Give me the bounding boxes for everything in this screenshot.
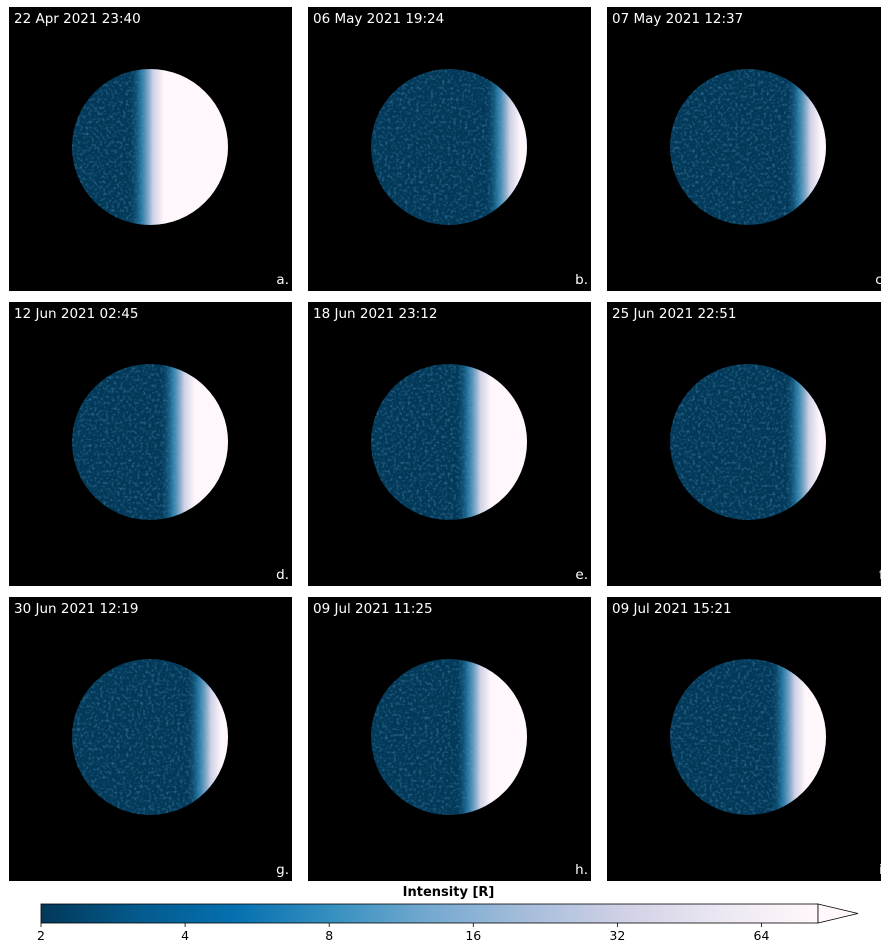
colorbar-extend-arrow xyxy=(818,904,858,923)
colorbar-tick-label: 4 xyxy=(181,928,189,943)
colorbar-tick-label: 64 xyxy=(754,928,770,943)
colorbar-tick-label: 2 xyxy=(37,928,45,943)
colorbar-gradient xyxy=(41,904,818,923)
colorbar-tick-label: 8 xyxy=(325,928,333,943)
colorbar-tick-label: 32 xyxy=(609,928,625,943)
colorbar-tick-label: 16 xyxy=(465,928,481,943)
